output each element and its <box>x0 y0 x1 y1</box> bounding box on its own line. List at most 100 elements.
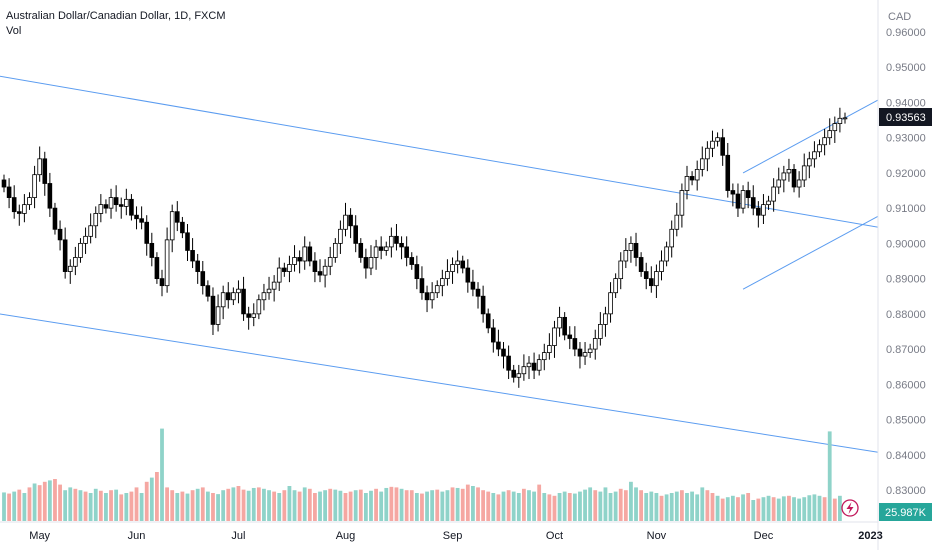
candle-body <box>52 207 58 230</box>
volume-bar <box>736 497 740 521</box>
candle-body <box>817 144 822 153</box>
volume-bar <box>104 493 108 521</box>
volume-bar <box>17 489 22 521</box>
volume-bar <box>430 490 435 521</box>
symbol-title[interactable]: Australian Dollar/Canadian Dollar, 1D, F… <box>6 10 226 22</box>
volume-bar <box>170 490 175 521</box>
volume-bar <box>664 494 669 521</box>
volume-bar <box>623 490 628 521</box>
volume-bar <box>282 490 287 521</box>
volume-bar <box>781 496 786 521</box>
candle-body <box>37 158 42 176</box>
candle-body <box>159 278 165 287</box>
candles <box>1 107 848 388</box>
candle-body <box>429 292 435 301</box>
volume-bar <box>445 490 450 521</box>
candle-body <box>236 288 241 294</box>
volume-bar <box>216 494 220 521</box>
volume-bar <box>256 487 261 521</box>
channel-upper-line <box>0 75 932 237</box>
volume-bar <box>756 498 761 521</box>
volume-bar <box>272 491 277 521</box>
volume-bar <box>741 494 745 521</box>
price-tick-label: 0.94000 <box>886 97 926 109</box>
candle-body <box>649 278 654 287</box>
candle-body <box>108 197 114 209</box>
volume-bar <box>348 491 353 521</box>
candle-body <box>195 260 200 272</box>
lightning-icon[interactable] <box>841 499 859 517</box>
candle-body <box>531 362 537 371</box>
volume-bar <box>287 486 292 521</box>
volume-bar <box>307 488 312 521</box>
candle-body <box>460 260 466 269</box>
price-tick-label: 0.95000 <box>886 62 926 74</box>
volume-bar <box>47 480 52 521</box>
candle-body <box>409 257 415 265</box>
candle-body <box>139 218 144 223</box>
candle-body <box>480 295 486 315</box>
volume-bar <box>369 490 373 521</box>
volume-bar <box>32 483 37 521</box>
candle-body <box>368 257 374 269</box>
candle-body <box>735 193 741 209</box>
volume-bar <box>236 486 241 521</box>
candle-body <box>22 204 27 214</box>
time-tick-label: Oct <box>546 530 563 542</box>
volume-bar <box>27 487 32 521</box>
volume-bar <box>404 490 409 521</box>
volume-bar <box>583 489 587 521</box>
price-tick-label: 0.87000 <box>886 344 926 356</box>
volume-bar <box>690 491 694 521</box>
price-axis-background[interactable] <box>878 0 932 550</box>
candle-body <box>327 257 333 267</box>
candle-body <box>378 246 384 251</box>
candle-body <box>144 221 150 244</box>
volume-bar <box>440 491 445 521</box>
volume-bar <box>414 493 419 521</box>
candle-body <box>669 228 675 248</box>
trendlines[interactable] <box>0 21 932 467</box>
price-tick-label: 0.96000 <box>886 27 926 39</box>
volume-bar <box>572 493 577 521</box>
volume-bar <box>425 491 429 521</box>
candle-body <box>353 225 358 244</box>
volume-bar <box>114 489 119 521</box>
volume-bar <box>363 493 368 521</box>
candle-body <box>256 299 262 315</box>
candle-body <box>659 260 664 272</box>
candle-body <box>434 285 440 294</box>
candle-body <box>475 288 481 297</box>
candle-body <box>812 151 817 160</box>
volume-bar <box>797 498 802 521</box>
volume-bar <box>618 488 623 521</box>
time-tick-label: Aug <box>336 530 356 542</box>
candle-body <box>57 228 63 241</box>
volume-bar <box>792 497 796 521</box>
volume-bar <box>180 491 185 521</box>
candle-body <box>781 172 787 181</box>
volume-bar <box>149 477 154 521</box>
volume-bar <box>98 490 103 521</box>
time-ticks[interactable]: May Jun Jul Aug Sep Oct Nov Dec 2023 <box>29 530 882 542</box>
price-tick-label: 0.85000 <box>886 415 926 427</box>
volume-bar <box>12 491 17 521</box>
candle-body <box>363 257 369 269</box>
volume-bar <box>409 490 414 521</box>
candle-body <box>582 352 588 357</box>
candle-body <box>6 186 12 198</box>
candle-body <box>536 359 542 371</box>
volume-indicator-label[interactable]: Vol <box>6 25 22 37</box>
volume-bar <box>22 493 27 521</box>
volume-bar <box>73 488 78 521</box>
volume-bar <box>37 485 42 521</box>
candle-body <box>220 292 226 308</box>
candle-body <box>511 369 516 378</box>
channel-lower-line <box>0 313 932 462</box>
volume-bar <box>542 493 547 521</box>
volume-bar <box>776 498 781 521</box>
candle-body <box>129 198 134 216</box>
volume-bar <box>139 493 144 521</box>
candle-body <box>837 117 843 124</box>
